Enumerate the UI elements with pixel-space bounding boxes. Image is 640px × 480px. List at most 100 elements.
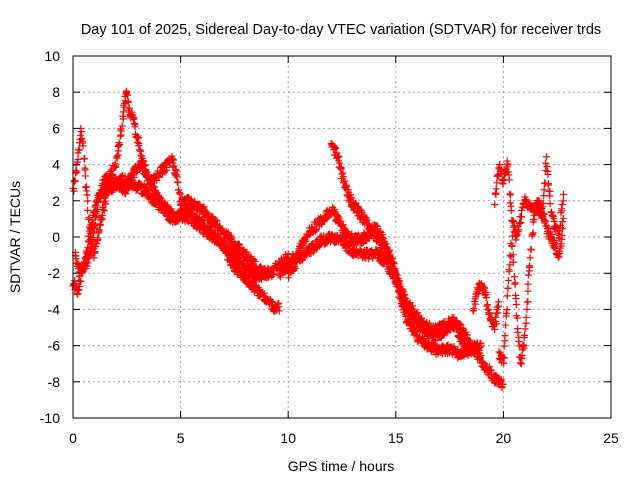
y-tick-label: -6: [48, 338, 61, 354]
data-point: [235, 241, 243, 249]
data-point: [516, 220, 524, 228]
data-point: [118, 122, 126, 130]
data-point: [493, 179, 501, 187]
data-point: [500, 342, 508, 350]
data-point: [204, 209, 212, 217]
y-tick-label: 4: [52, 157, 60, 173]
data-point: [85, 215, 93, 223]
x-tick-labels: 0 5 10 15 20 25: [69, 430, 619, 446]
data-point: [491, 371, 499, 379]
data-point: [496, 161, 504, 169]
data-point: [174, 179, 182, 187]
x-axis-label: GPS time / hours: [288, 458, 395, 474]
data-point: [130, 173, 138, 181]
data-point: [169, 155, 177, 163]
y-tick-label: -4: [48, 301, 61, 317]
data-point: [360, 253, 368, 261]
data-point: [116, 140, 124, 148]
data-point: [547, 208, 555, 216]
data-point: [102, 200, 110, 208]
data-point: [275, 307, 283, 315]
y-tick-label: -10: [40, 410, 60, 426]
data-point: [323, 214, 331, 222]
data-point: [82, 183, 90, 191]
data-point: [533, 197, 541, 205]
data-point: [349, 245, 357, 253]
data-point: [162, 163, 170, 171]
data-point: [99, 204, 107, 212]
data-point: [119, 115, 127, 123]
data-point: [521, 325, 529, 333]
data-point: [479, 359, 487, 367]
data-point: [170, 162, 178, 170]
data-point: [510, 218, 518, 226]
data-point: [100, 198, 108, 206]
data-point: [550, 217, 558, 225]
data-point: [517, 213, 525, 221]
data-point: [509, 251, 517, 259]
data-point: [348, 194, 356, 202]
data-point: [491, 325, 499, 333]
data-point: [524, 298, 532, 306]
data-point: [506, 199, 514, 207]
data-point: [512, 236, 520, 244]
data-point: [173, 173, 181, 181]
data-point: [481, 284, 489, 292]
data-point: [84, 197, 92, 205]
data-point: [100, 207, 108, 215]
data-point: [316, 233, 324, 241]
data-point: [505, 176, 513, 184]
data-point: [84, 243, 92, 251]
chart-title: Day 101 of 2025, Sidereal Day-to-day VTE…: [81, 22, 601, 38]
data-point: [125, 176, 133, 184]
data-point: [130, 120, 138, 128]
data-point: [530, 216, 538, 224]
data-point: [544, 170, 552, 178]
data-point: [75, 146, 83, 154]
data-point: [505, 266, 513, 274]
data-point: [407, 320, 415, 328]
x-tick-label: 5: [177, 430, 185, 446]
data-point: [117, 127, 125, 135]
data-point: [524, 287, 532, 295]
data-point: [388, 254, 396, 262]
data-point: [380, 242, 388, 250]
data-point: [481, 290, 489, 298]
series-track-f: [327, 140, 470, 356]
x-tick-label: 10: [280, 430, 296, 446]
data-point: [548, 211, 556, 219]
series-track-e: [284, 230, 485, 362]
data-point: [502, 321, 510, 329]
data-point: [95, 226, 103, 234]
y-tick-label: 0: [52, 229, 60, 245]
data-point: [149, 182, 157, 190]
data-point: [93, 212, 101, 220]
data-point: [556, 231, 564, 239]
data-point: [76, 282, 84, 290]
data-point: [497, 376, 505, 384]
data-point: [524, 280, 532, 288]
y-tick-label: 6: [52, 120, 60, 136]
data-point: [519, 341, 527, 349]
data-point: [513, 314, 521, 322]
data-point: [81, 164, 89, 172]
data-point: [80, 155, 88, 163]
data-point: [477, 351, 485, 359]
data-point: [504, 276, 512, 284]
data-point: [390, 258, 398, 266]
data-point: [131, 123, 139, 131]
data-point: [343, 183, 351, 191]
data-point: [336, 159, 344, 167]
data-point: [170, 156, 178, 164]
data-point: [503, 306, 511, 314]
data-point: [386, 246, 394, 254]
data-point: [523, 305, 531, 313]
data-point: [124, 98, 132, 106]
series-track-h: [491, 153, 568, 244]
data-point: [540, 186, 548, 194]
data-point: [557, 240, 565, 248]
data-point: [262, 272, 270, 280]
data-point: [275, 299, 283, 307]
data-point: [352, 241, 360, 249]
data-point: [123, 91, 131, 99]
